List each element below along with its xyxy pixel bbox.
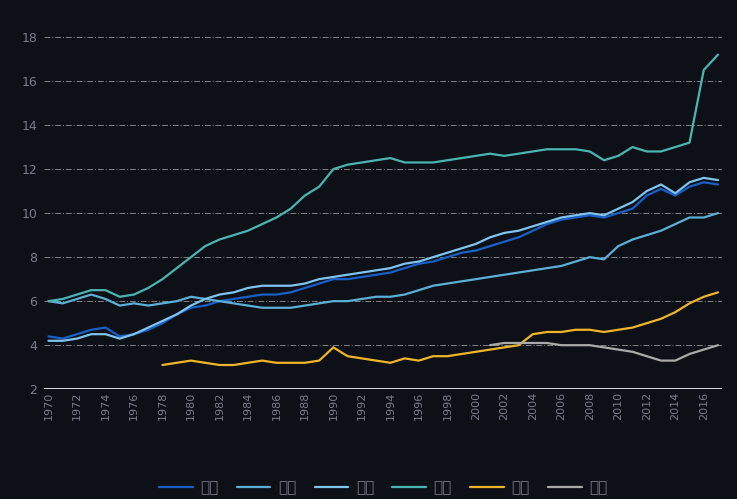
Legend: 德国, 日本, 英国, 美国, 中国, 印度: 德国, 日本, 英国, 美国, 中国, 印度	[153, 474, 614, 499]
